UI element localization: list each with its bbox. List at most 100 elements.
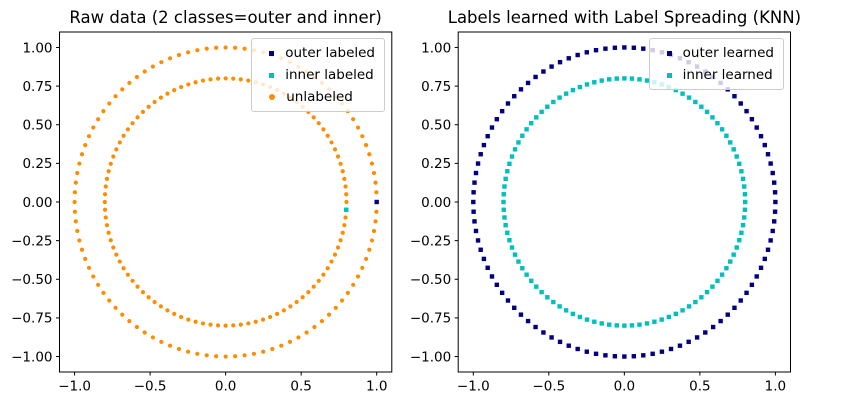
point: [584, 50, 589, 55]
point: [520, 266, 525, 271]
point: [200, 321, 206, 326]
point: [111, 154, 116, 159]
x-tick-label: −0.5: [134, 379, 167, 395]
point: [360, 265, 365, 270]
point: [770, 228, 775, 234]
point: [507, 238, 512, 243]
point: [223, 45, 228, 50]
point: [231, 76, 236, 81]
point: [333, 305, 338, 310]
point: [246, 321, 251, 326]
point: [472, 180, 477, 185]
point: [677, 343, 683, 348]
subplot-0: −1.0 −0.5 0.0 0.5 1.0 −1.00 −0.75 −0.50 −0.25 0.0…: [11, 31, 393, 395]
point: [502, 215, 507, 220]
point: [509, 154, 515, 159]
point: [773, 199, 778, 205]
point: [342, 223, 347, 228]
point: [715, 120, 720, 126]
point: [107, 298, 112, 303]
point: [607, 322, 612, 327]
point: [704, 289, 710, 295]
point: [641, 353, 646, 358]
point: [629, 323, 635, 328]
y-tick-label: 0.75: [421, 79, 451, 95]
point: [731, 147, 736, 152]
point: [83, 256, 88, 261]
point: [668, 346, 674, 352]
point: [693, 99, 698, 105]
point: [114, 147, 119, 152]
point: [102, 192, 108, 197]
point: [208, 322, 213, 327]
point: [158, 304, 164, 309]
point: [570, 311, 576, 317]
point: [499, 290, 505, 296]
point: [338, 238, 343, 243]
point: [369, 161, 375, 166]
point: [231, 323, 236, 328]
point: [659, 317, 664, 322]
point: [551, 299, 556, 305]
point: [344, 192, 349, 197]
y-tick-label: 0.75: [22, 79, 52, 95]
point: [195, 48, 200, 53]
point: [127, 80, 132, 86]
point: [176, 346, 182, 352]
point: [622, 323, 627, 328]
point: [134, 324, 139, 330]
y-tick-label: 1.00: [421, 40, 451, 56]
point: [740, 222, 746, 228]
legend-marker-dot-icon: [269, 94, 276, 100]
y-tick-label: 0.00: [421, 195, 451, 211]
point: [86, 134, 92, 139]
point: [475, 238, 481, 243]
point: [373, 219, 378, 224]
point: [534, 115, 539, 120]
point: [101, 290, 106, 295]
point: [703, 330, 708, 335]
point: [599, 78, 604, 83]
point: [106, 169, 111, 174]
point: [592, 319, 597, 324]
point: [325, 133, 330, 138]
point: [524, 272, 529, 277]
point: [758, 133, 764, 139]
point: [73, 219, 78, 224]
point: [79, 152, 85, 157]
point: [549, 335, 554, 340]
point: [593, 47, 599, 53]
y-tick-label: −0.25: [11, 233, 52, 249]
point: [214, 354, 219, 359]
point: [501, 207, 506, 212]
point: [351, 117, 356, 122]
point: [367, 152, 372, 157]
point: [768, 238, 773, 243]
point: [311, 115, 316, 120]
point: [195, 351, 200, 356]
point: [238, 77, 243, 82]
point: [525, 80, 531, 86]
point: [340, 169, 345, 174]
point: [373, 180, 378, 185]
point: [369, 238, 375, 243]
point: [481, 256, 487, 262]
legend-marker-square-icon: [666, 50, 672, 56]
point: [481, 142, 487, 148]
point: [473, 228, 479, 234]
point: [185, 349, 191, 354]
point: [332, 147, 338, 152]
point: [584, 82, 590, 87]
y-tick-label: 0.25: [421, 156, 451, 172]
point: [539, 289, 544, 295]
point: [329, 259, 334, 264]
point: [72, 199, 77, 205]
point: [172, 311, 177, 316]
point: [223, 354, 228, 359]
point: [499, 108, 505, 114]
point: [86, 265, 92, 270]
point: [374, 190, 379, 195]
point: [520, 133, 525, 138]
point: [233, 354, 238, 359]
point: [343, 215, 348, 220]
